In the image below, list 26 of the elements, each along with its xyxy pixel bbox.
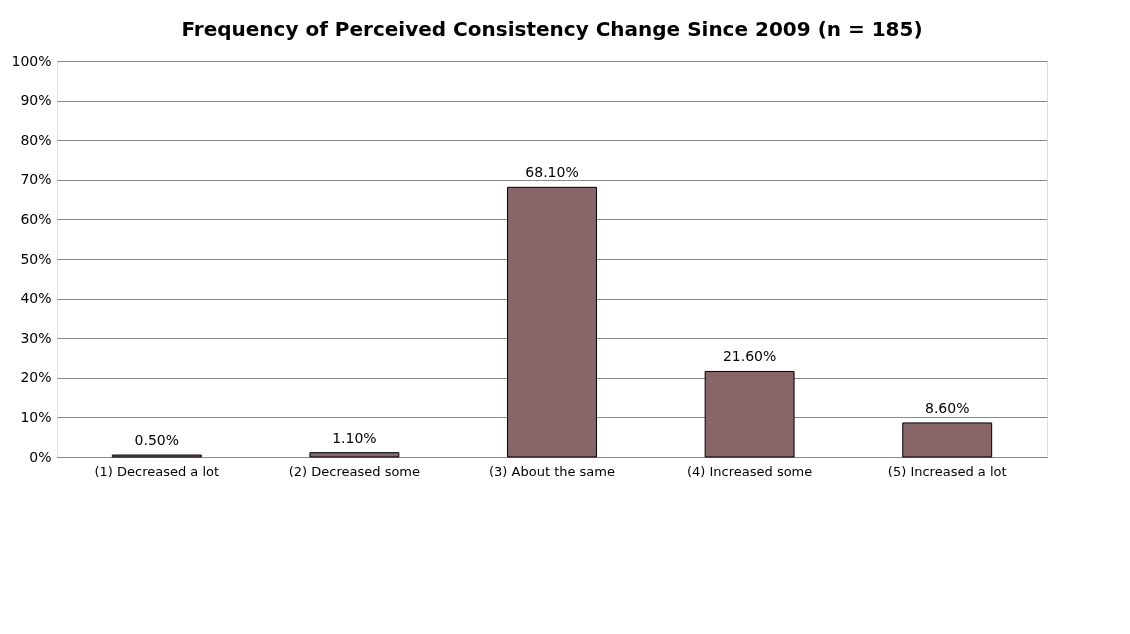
- x-tick-label: (2) Decreased some: [288, 463, 421, 479]
- y-tick-label: 80%: [20, 131, 52, 148]
- x-tick-label: (1) Decreased a lot: [94, 463, 220, 479]
- bar: [309, 452, 400, 458]
- bar: [704, 370, 795, 458]
- y-tick-label: 0%: [29, 448, 52, 465]
- y-tick-label: 20%: [20, 369, 52, 386]
- y-tick-label: 60%: [20, 210, 52, 227]
- x-tick-label: (3) About the same: [489, 463, 615, 479]
- x-tick-label: (4) Increased some: [686, 463, 813, 479]
- y-tick-label: 70%: [20, 171, 52, 188]
- y-tick-label: 50%: [20, 250, 52, 267]
- x-tick-label: (5) Increased a lot: [887, 463, 1007, 479]
- bar: [507, 186, 597, 458]
- y-tick-label: 40%: [20, 290, 52, 307]
- data-label: 1.10%: [332, 429, 377, 446]
- data-label: 68.10%: [525, 164, 579, 181]
- data-label: 0.50%: [134, 432, 180, 449]
- y-tick-label: 90%: [20, 92, 52, 109]
- y-tick-label: 100%: [11, 52, 52, 69]
- chart-title: Frequency of Perceived Consistency Change Since 2009 (n = 185): [181, 17, 923, 41]
- data-label: 21.60%: [722, 348, 777, 365]
- data-label: 8.60%: [924, 399, 970, 416]
- y-tick-label: 10%: [20, 408, 52, 425]
- y-tick-label: 30%: [20, 329, 52, 346]
- bar: [902, 422, 993, 458]
